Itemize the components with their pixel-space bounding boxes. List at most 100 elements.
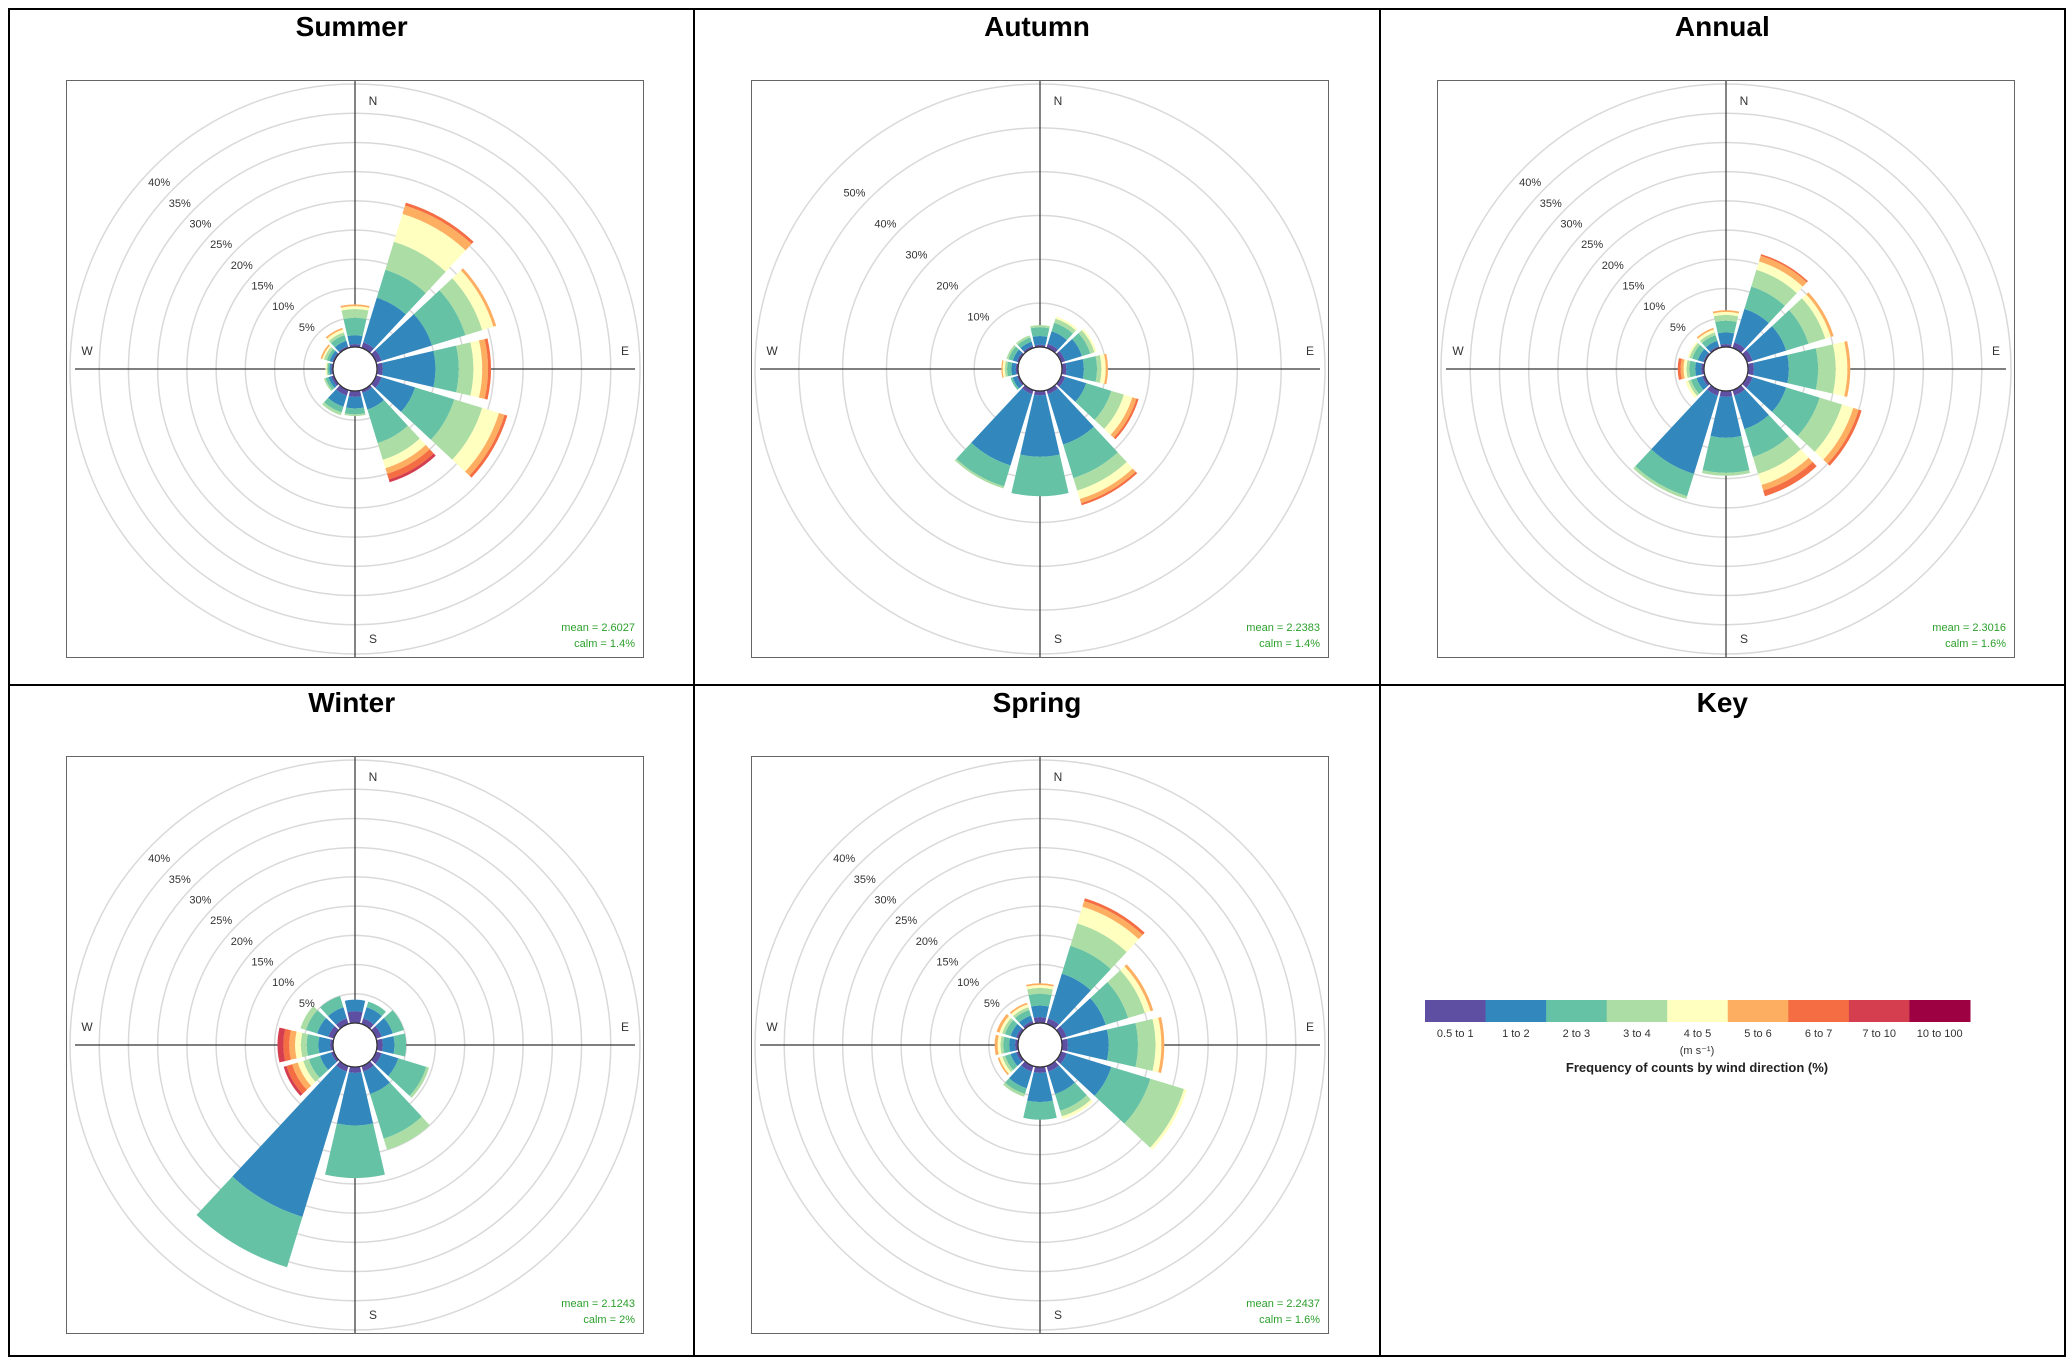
petal-segment bbox=[1077, 462, 1134, 500]
petal-segment bbox=[1003, 1081, 1026, 1097]
petal-segment bbox=[1634, 449, 1694, 497]
ring-label: 30% bbox=[875, 894, 897, 906]
petal-segment bbox=[1056, 1025, 1067, 1039]
petal-segment bbox=[306, 1009, 327, 1033]
petal-segment bbox=[1756, 261, 1803, 294]
direction-label: W bbox=[767, 344, 779, 358]
petal-segment bbox=[1046, 385, 1059, 395]
panel-title: Winter bbox=[308, 686, 396, 718]
petal-segment bbox=[1124, 963, 1154, 1011]
petal-segment bbox=[996, 1013, 1010, 1033]
mean-label: mean = 2.2383 bbox=[1247, 622, 1321, 634]
petal-segment bbox=[1032, 336, 1048, 346]
petal-segment bbox=[1741, 375, 1753, 388]
petal-segment bbox=[1061, 363, 1067, 375]
legend-label: 2 to 3 bbox=[1562, 1028, 1590, 1040]
direction-label: E bbox=[1306, 344, 1314, 358]
petal-segment bbox=[452, 270, 494, 331]
petal-segment bbox=[1733, 389, 1769, 430]
petal-segment bbox=[1026, 982, 1055, 987]
petal-segment bbox=[1034, 390, 1047, 396]
petal-segment bbox=[341, 309, 369, 320]
legend-label: 3 to 4 bbox=[1623, 1028, 1651, 1040]
petal-segment bbox=[336, 1060, 349, 1072]
petal-segment bbox=[433, 345, 459, 393]
petal-segment bbox=[1120, 965, 1151, 1013]
petal-segment bbox=[340, 304, 370, 308]
calm-label: calm = 2% bbox=[583, 1314, 635, 1326]
petal-segment bbox=[1056, 1050, 1067, 1064]
petal-segment bbox=[300, 1032, 308, 1057]
ring-label: 10% bbox=[272, 977, 294, 989]
petal-segment bbox=[1690, 377, 1704, 394]
calm-circle bbox=[332, 1021, 378, 1068]
petal-segment bbox=[1712, 311, 1739, 317]
calm-label: calm = 1.6% bbox=[1945, 638, 2006, 650]
petal-segment bbox=[1054, 318, 1077, 334]
ring-label: 35% bbox=[169, 873, 191, 885]
petal-segment bbox=[319, 1051, 337, 1070]
petal-segment bbox=[1005, 1053, 1018, 1070]
petal-segment bbox=[1683, 359, 1688, 379]
mean-label: mean = 2.2437 bbox=[1247, 1298, 1321, 1310]
petal-segment bbox=[320, 995, 344, 1016]
petal-segment bbox=[465, 413, 505, 476]
petal-segment bbox=[371, 1025, 382, 1039]
petal-segment bbox=[324, 397, 344, 413]
direction-label: W bbox=[81, 1020, 93, 1034]
legend-swatch bbox=[1485, 999, 1547, 1022]
panel-title: Spring bbox=[992, 686, 1082, 718]
panel-title: Summer bbox=[295, 11, 408, 42]
ring-label: 40% bbox=[1519, 177, 1541, 189]
petal-segment bbox=[232, 1064, 347, 1217]
petal-segment bbox=[1797, 397, 1842, 452]
legend-swatch bbox=[1424, 999, 1486, 1022]
legend-label: 6 to 7 bbox=[1805, 1028, 1833, 1040]
petal-segment bbox=[1697, 348, 1709, 363]
ring-label: 20% bbox=[231, 260, 253, 272]
petal-segment bbox=[1733, 308, 1769, 349]
petal-segment bbox=[376, 362, 383, 376]
petal-segment bbox=[363, 1064, 390, 1094]
ring-label: 20% bbox=[937, 280, 959, 292]
petal-segment bbox=[308, 1055, 329, 1078]
ring-label: 5% bbox=[299, 322, 315, 334]
petal-segment bbox=[1135, 1018, 1156, 1071]
ring-label: 20% bbox=[1601, 260, 1623, 272]
direction-label: E bbox=[621, 1020, 629, 1034]
petal-segment bbox=[326, 329, 344, 341]
ring-label: 40% bbox=[875, 218, 897, 230]
petal-segment bbox=[1061, 1038, 1069, 1051]
petal-segment bbox=[1732, 342, 1745, 353]
petal-segment bbox=[413, 290, 466, 346]
petal-segment bbox=[1013, 349, 1023, 362]
petal-segment bbox=[1011, 362, 1017, 376]
petal-segment bbox=[1001, 360, 1004, 378]
petal-segment bbox=[1034, 1065, 1047, 1073]
petal-segment bbox=[329, 350, 338, 363]
petal-segment bbox=[1747, 362, 1754, 376]
petal-segment bbox=[393, 1032, 407, 1057]
petal-segment bbox=[361, 385, 372, 393]
petal-segment bbox=[367, 400, 408, 444]
petal-segment bbox=[1078, 330, 1095, 354]
petal-segment bbox=[469, 414, 508, 478]
ring-label: 30% bbox=[906, 249, 928, 261]
petal-segment bbox=[1713, 314, 1738, 322]
petal-segment bbox=[1094, 1066, 1151, 1124]
direction-label: N bbox=[1739, 94, 1748, 108]
petal-segment bbox=[331, 1050, 339, 1062]
petal-segment bbox=[348, 390, 362, 397]
direction-label: E bbox=[1306, 1020, 1314, 1034]
petal-segment bbox=[387, 449, 434, 480]
petal-segment bbox=[1009, 1037, 1017, 1052]
petal-segment bbox=[363, 1006, 382, 1025]
petal-segment bbox=[956, 442, 1011, 487]
petal-segment bbox=[361, 1017, 374, 1029]
ring-label: 40% bbox=[148, 177, 170, 189]
